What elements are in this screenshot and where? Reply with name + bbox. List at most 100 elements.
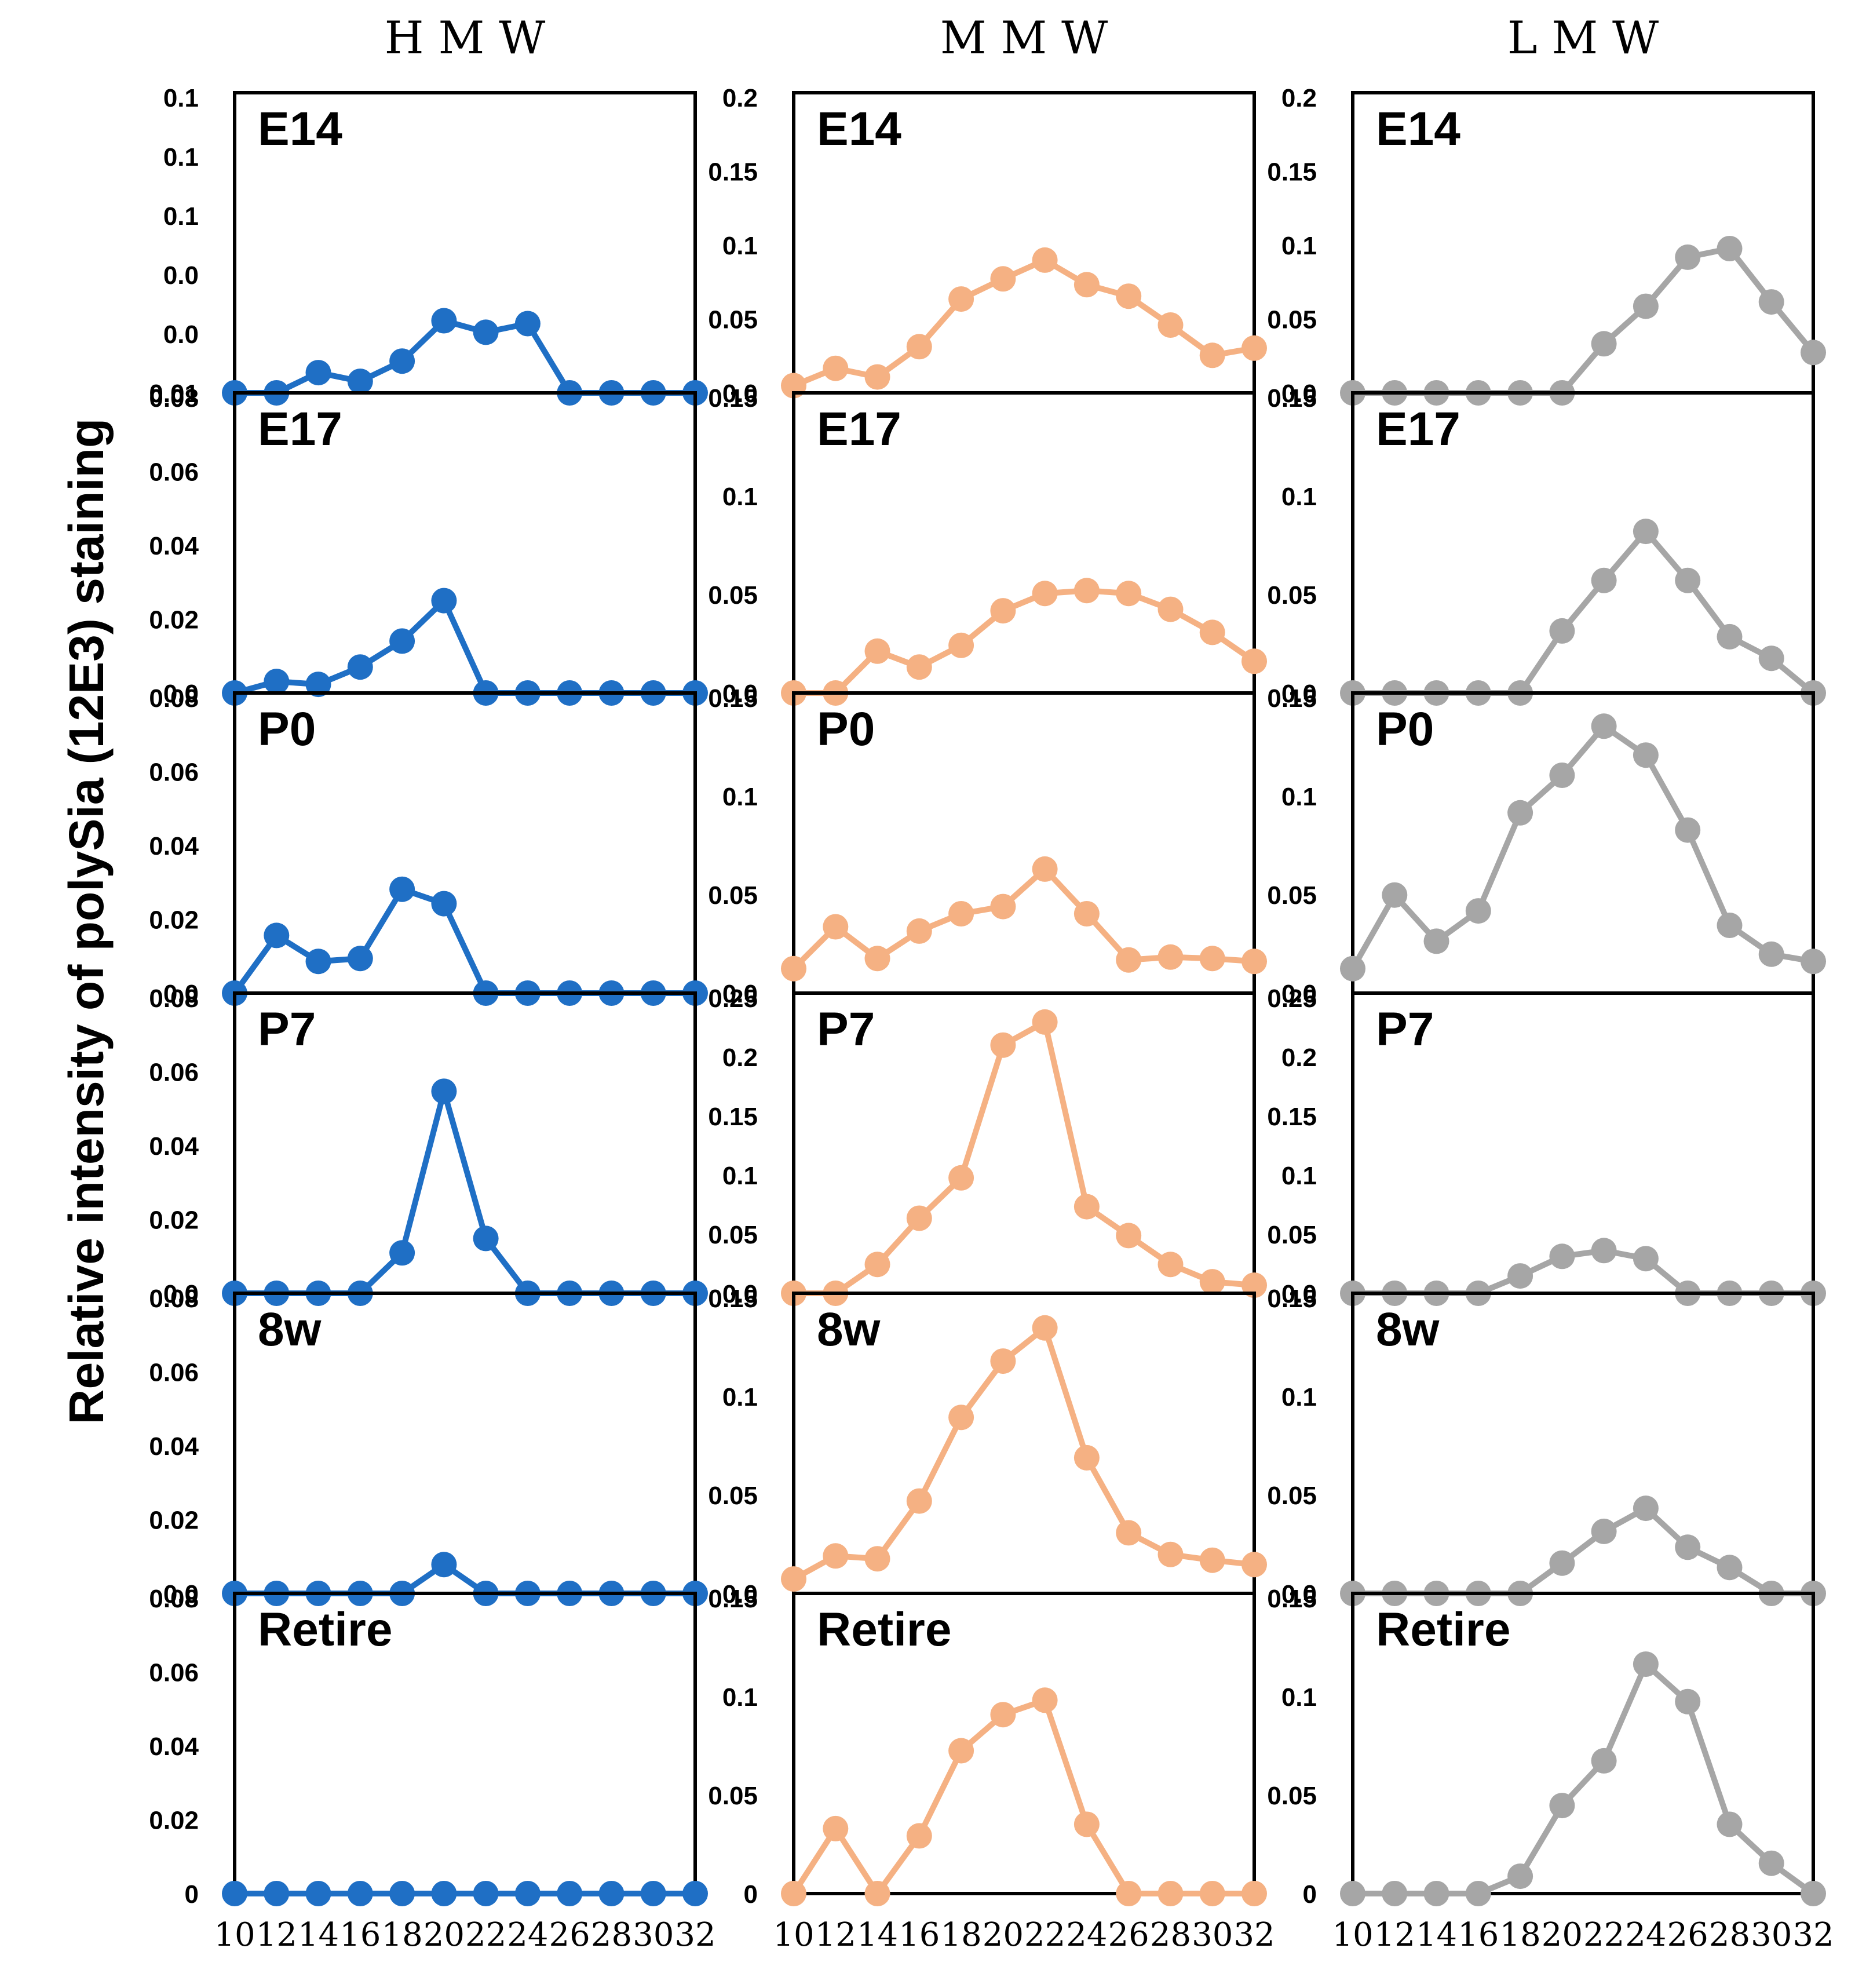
data-point [431, 588, 457, 614]
panel-p0: P0 0.0 0.05 0.1 0.15 [708, 684, 1267, 1008]
data-point [431, 1078, 457, 1104]
x-tick-label: 24 [1066, 1916, 1107, 1954]
y-tick-label: 0.0 [163, 1280, 199, 1308]
data-point [1241, 1881, 1267, 1906]
x-tick-label: 16 [339, 1916, 381, 1954]
x-tick-label: 18 [940, 1916, 981, 1954]
data-point [1591, 1238, 1617, 1264]
data-point [906, 1823, 932, 1849]
x-tick-label: 10 [773, 1916, 814, 1954]
panel-label: 8w [817, 1303, 881, 1356]
y-tick-label: 0.01 [149, 380, 199, 408]
y-tick-label: 0.08 [149, 1585, 199, 1613]
data-point [1382, 1881, 1408, 1906]
y-tick-label: 0.15 [708, 684, 758, 713]
y-tick-label: 0.05 [1267, 881, 1317, 910]
data-point [1423, 928, 1449, 954]
series-line [235, 318, 695, 396]
x-tick-label: 10 [1332, 1916, 1373, 1954]
data-point [389, 876, 415, 902]
y-tick-label: 0.0 [163, 680, 199, 708]
series-line [1350, 723, 1814, 971]
y-tick-label: 0 [744, 1880, 758, 1909]
data-point [1241, 335, 1267, 361]
data-point [781, 955, 806, 982]
data-point [1032, 581, 1058, 607]
y-tick-label: 0.1 [722, 1162, 758, 1190]
data-point [1675, 244, 1701, 270]
data-point [864, 1546, 890, 1572]
panel-frame [1351, 1592, 1815, 1895]
y-tick-label: 0.1 [722, 783, 758, 811]
data-point [906, 1205, 932, 1231]
data-point [1717, 913, 1743, 938]
panel-label: Retire [1376, 1603, 1510, 1656]
data-point [1032, 247, 1058, 273]
data-point [473, 319, 499, 345]
panel-e14: E14 0.0 0.05 0.1 0.15 0.2 [708, 84, 1267, 408]
panel-label: P7 [817, 1003, 875, 1056]
data-point [948, 1165, 974, 1191]
x-tick-label: 32 [674, 1916, 715, 1954]
data-point [1073, 1445, 1100, 1471]
column-title: L M W [1507, 12, 1659, 64]
y-tick-label: 0.15 [1267, 158, 1317, 187]
data-point [264, 669, 290, 695]
y-tick-label: 0.0 [722, 980, 758, 1008]
panel-retire: Retire 0 0.05 0.1 0.15 [1267, 1585, 1826, 1909]
data-point [990, 266, 1016, 292]
panel-frame [792, 1592, 1256, 1895]
data-point [864, 946, 890, 972]
y-tick-label: 0.1 [1281, 1162, 1317, 1190]
data-point [431, 1552, 457, 1578]
data-point [1340, 1881, 1365, 1906]
data-point [431, 891, 457, 917]
y-tick-label: 0.1 [163, 84, 199, 112]
y-tick-label: 0.0 [163, 980, 199, 1008]
y-tick-label: 0.1 [722, 1383, 758, 1411]
y-tick-label: 0.1 [1281, 783, 1317, 811]
data-point [1591, 331, 1617, 357]
data-point [781, 1881, 806, 1906]
data-point [389, 628, 415, 654]
data-point [1241, 648, 1267, 674]
x-tick-label: 28 [1150, 1916, 1191, 1954]
data-point [823, 355, 849, 381]
panel-label: E14 [258, 103, 342, 155]
y-tick-label: 0.15 [708, 1103, 758, 1131]
data-point [1199, 1269, 1225, 1295]
data-point [1675, 817, 1701, 843]
x-tick-label: 28 [591, 1916, 632, 1954]
data-point [1199, 619, 1225, 645]
data-point [514, 311, 541, 337]
y-tick-label: 0.02 [149, 606, 199, 634]
data-point [1116, 581, 1142, 607]
data-point [640, 1881, 666, 1906]
data-point [1073, 1194, 1100, 1220]
data-point [1032, 1009, 1058, 1035]
series-line [1353, 1505, 1813, 1596]
x-tick-label: 24 [507, 1916, 548, 1954]
column-title: H M W [385, 12, 546, 64]
x-tick-label: 20 [423, 1916, 465, 1954]
data-point [990, 598, 1016, 624]
y-tick-label: 0.04 [149, 532, 199, 560]
y-tick-label: 0.08 [149, 1285, 199, 1313]
panel-e17: E17 0.0 0.05 0.1 0.15 [708, 384, 1267, 708]
x-tick-label: 18 [1499, 1916, 1540, 1954]
data-point [222, 1881, 247, 1906]
y-tick-label: 0.1 [163, 202, 199, 231]
data-point [1157, 1881, 1184, 1906]
series-line [235, 1562, 695, 1596]
data-point [1717, 623, 1743, 650]
data-point [948, 632, 974, 658]
y-tick-label: 0.0 [722, 680, 758, 708]
x-tick-label: 30 [1192, 1916, 1233, 1954]
data-point [1549, 1793, 1575, 1819]
y-tick-label: 0.05 [1267, 581, 1317, 610]
y-tick-label: 0.06 [149, 1359, 199, 1387]
y-axis-label: Relative intensity of polySia (12E3) sta… [59, 418, 114, 1424]
x-tick-label: 10 [214, 1916, 255, 1954]
column-title: M M W [940, 12, 1108, 64]
data-point [1507, 1863, 1533, 1889]
